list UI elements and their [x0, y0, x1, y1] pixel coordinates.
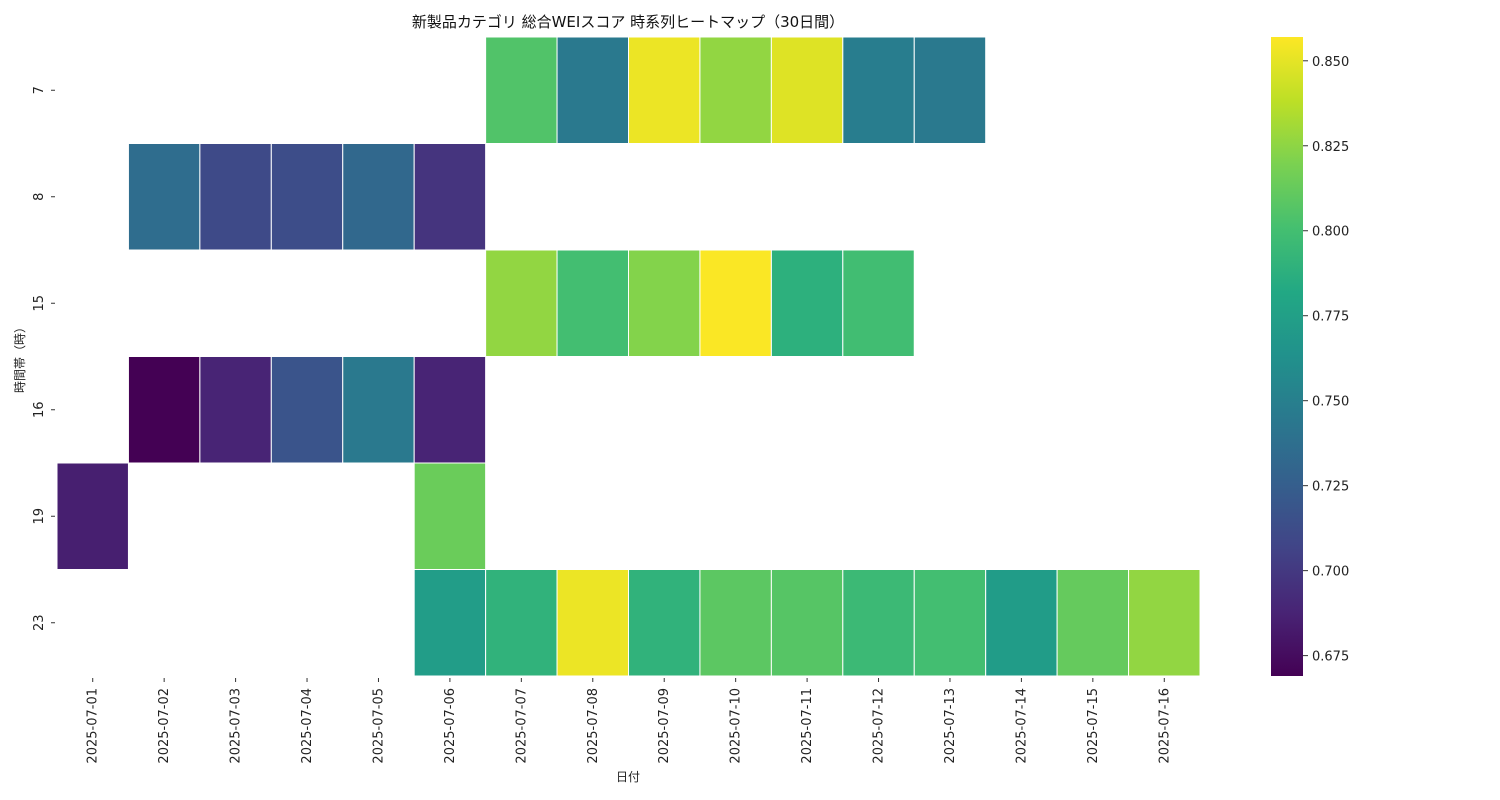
x-tick-label: 2025-07-16	[1157, 688, 1172, 764]
x-tick-label: 2025-07-10	[729, 688, 744, 764]
x-axis-ticks: 2025-07-01 2025-07-02 2025-07-03 2025-07-04…	[86, 678, 1172, 764]
heatmap-cell	[413, 462, 487, 570]
heatmap-cell	[842, 249, 915, 357]
y-tick-label: 16	[32, 401, 47, 418]
heatmap-cell	[413, 356, 487, 464]
y-tick-label: 19	[32, 508, 47, 525]
heatmap-cell	[199, 356, 272, 464]
heatmap-cell	[56, 462, 129, 570]
heatmap-cell	[485, 569, 558, 677]
colorbar-tick-label: 0.825	[1312, 140, 1349, 155]
heatmap-cell	[127, 356, 201, 464]
heatmap-cell	[913, 36, 987, 144]
heatmap-cell	[485, 36, 558, 144]
x-tick-label: 2025-07-14	[1014, 688, 1029, 764]
x-tick-label: 2025-07-03	[229, 688, 244, 764]
x-tick-label: 2025-07-11	[800, 688, 815, 764]
x-axis-label: 日付	[616, 770, 640, 784]
heatmap-cell	[127, 143, 201, 251]
heatmap-cell	[342, 143, 415, 251]
x-tick-label: 2025-07-04	[300, 688, 315, 764]
x-tick-label: 2025-07-15	[1086, 688, 1101, 764]
colorbar-tick-label: 0.725	[1312, 480, 1349, 495]
y-tick-label: 7	[32, 86, 47, 94]
x-tick-label: 2025-07-07	[514, 688, 529, 764]
colorbar-tick-label: 0.675	[1312, 650, 1349, 665]
colorbar-tick-label: 0.775	[1312, 310, 1349, 325]
x-tick-label: 2025-07-02	[157, 688, 172, 764]
heatmap-cell	[842, 569, 915, 677]
x-tick-label: 2025-07-09	[657, 688, 672, 764]
y-tick-label: 23	[32, 614, 47, 631]
heatmap-cell	[770, 249, 844, 357]
heatmap-cell	[628, 569, 701, 677]
heatmap-cell	[485, 249, 558, 357]
heatmap-cell	[342, 356, 415, 464]
heatmap-cell	[699, 249, 772, 357]
x-tick-label: 2025-07-13	[943, 688, 958, 764]
heatmap-cell	[770, 36, 844, 144]
x-tick-label: 2025-07-06	[443, 688, 458, 764]
y-tick-label: 8	[32, 193, 47, 201]
heatmap-cell	[770, 569, 844, 677]
x-tick-label: 2025-07-12	[872, 688, 887, 764]
heatmap-cell	[199, 143, 272, 251]
heatmap-cell	[1128, 569, 1201, 677]
heatmap-cell	[413, 569, 487, 677]
colorbar-tick-label: 0.750	[1312, 395, 1349, 410]
x-tick-label: 2025-07-01	[86, 688, 101, 764]
heatmap-cell	[270, 143, 344, 251]
heatmap-cell	[842, 36, 915, 144]
heatmap-cell	[556, 249, 629, 357]
colorbar-tick-label: 0.700	[1312, 565, 1349, 580]
y-axis-label: 時間帯（時）	[13, 321, 27, 393]
y-tick-label: 15	[32, 295, 47, 312]
chart-title: 新製品カテゴリ 総合WEIスコア 時系列ヒートマップ（30日間）	[412, 13, 844, 31]
heatmap-cell	[1056, 569, 1130, 677]
y-axis-ticks: 7 8 15 16 19 23	[32, 86, 55, 631]
heatmap-cell	[556, 36, 629, 144]
heatmap-cell	[413, 143, 487, 251]
x-tick-label: 2025-07-05	[371, 688, 386, 764]
heatmap-cell	[628, 249, 701, 357]
colorbar-tick-label: 0.800	[1312, 225, 1349, 240]
heatmap-cells	[56, 36, 1201, 677]
heatmap-cell	[556, 569, 629, 677]
heatmap-cell	[985, 569, 1058, 677]
heatmap-cell	[913, 569, 987, 677]
heatmap-cell	[270, 356, 344, 464]
colorbar-tick-label: 0.850	[1312, 55, 1349, 70]
heatmap-cell	[699, 36, 772, 144]
colorbar	[1271, 37, 1303, 676]
heatmap-cell	[628, 36, 701, 144]
colorbar-ticks: 0.675 0.700 0.725 0.750 0.775 0.800 0.825 0.850	[1303, 55, 1349, 665]
x-tick-label: 2025-07-08	[586, 688, 601, 764]
heatmap-cell	[699, 569, 772, 677]
